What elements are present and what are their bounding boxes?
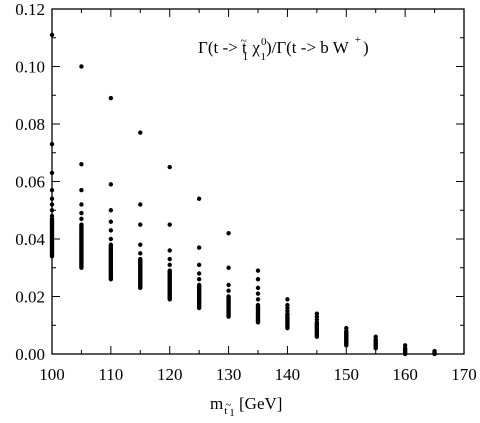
data-point bbox=[285, 297, 290, 302]
plot-frame bbox=[51, 8, 465, 355]
y-tick-labels: 0.00 0.02 0.04 0.06 0.08 0.10 0.12 bbox=[15, 0, 45, 364]
data-point bbox=[432, 348, 437, 354]
data-point bbox=[138, 242, 143, 247]
data-point bbox=[167, 262, 172, 268]
data-point bbox=[196, 245, 202, 250]
data-point bbox=[255, 277, 261, 282]
data-point bbox=[402, 343, 408, 348]
data-point bbox=[373, 334, 378, 339]
y-tick-label: 0.02 bbox=[15, 288, 45, 307]
data-point bbox=[255, 297, 261, 302]
data-point bbox=[108, 228, 114, 233]
data-point bbox=[167, 256, 172, 262]
data-point bbox=[49, 170, 55, 176]
data-point bbox=[226, 294, 231, 299]
x-tick-label: 110 bbox=[98, 365, 123, 384]
data-point bbox=[167, 248, 172, 253]
data-point bbox=[196, 271, 202, 276]
x-tick-label: 100 bbox=[39, 365, 65, 384]
x-tick-labels: 100 110 120 130 140 150 160 170 bbox=[39, 365, 477, 384]
x-tick-label: 120 bbox=[157, 365, 183, 384]
data-point bbox=[79, 187, 84, 193]
ratio-annotation: Γ(t -> t~ 1 χ0 1)/Γ(t -> b W +) bbox=[198, 34, 369, 63]
data-point bbox=[226, 288, 231, 293]
data-point bbox=[196, 282, 202, 288]
data-points bbox=[49, 32, 437, 357]
data-point bbox=[226, 231, 231, 236]
y-tick-label: 0.00 bbox=[15, 345, 45, 364]
data-point bbox=[49, 32, 55, 38]
data-point bbox=[196, 277, 202, 282]
data-point bbox=[138, 222, 143, 227]
x-axis-label: m ~t 1 [GeV] bbox=[210, 394, 282, 419]
data-point bbox=[138, 256, 143, 262]
y-tick-label: 0.10 bbox=[15, 58, 45, 77]
data-point bbox=[79, 202, 84, 207]
x-tick-label: 160 bbox=[392, 365, 418, 384]
data-point bbox=[314, 311, 320, 316]
y-tick-label: 0.08 bbox=[15, 115, 45, 134]
data-point bbox=[79, 216, 84, 222]
data-point bbox=[255, 291, 261, 296]
y-tick-label: 0.06 bbox=[15, 173, 45, 192]
data-point bbox=[138, 202, 143, 207]
data-point bbox=[226, 265, 231, 270]
data-point bbox=[108, 236, 114, 242]
data-point bbox=[49, 196, 55, 201]
data-point bbox=[108, 95, 114, 101]
data-point bbox=[49, 208, 55, 213]
axis-ticks bbox=[51, 8, 465, 355]
data-point bbox=[138, 130, 143, 135]
data-point bbox=[138, 251, 143, 256]
x-tick-label: 170 bbox=[451, 365, 477, 384]
x-tick-label: 130 bbox=[216, 365, 242, 384]
data-point bbox=[167, 164, 172, 170]
data-point bbox=[344, 325, 349, 331]
data-point bbox=[255, 302, 261, 308]
data-point bbox=[79, 222, 84, 227]
data-point bbox=[79, 64, 84, 69]
data-point bbox=[79, 162, 84, 167]
data-point bbox=[255, 268, 261, 273]
x-tick-label: 140 bbox=[275, 365, 301, 384]
data-point bbox=[108, 219, 114, 224]
data-point bbox=[255, 285, 261, 291]
data-point bbox=[49, 141, 55, 147]
data-point bbox=[79, 210, 84, 216]
data-point bbox=[196, 196, 202, 201]
data-point bbox=[196, 262, 202, 268]
data-point bbox=[226, 282, 231, 288]
y-tick-label: 0.04 bbox=[15, 230, 45, 249]
data-point bbox=[108, 242, 114, 247]
x-tick-label: 150 bbox=[334, 365, 360, 384]
data-point bbox=[167, 222, 172, 227]
data-point bbox=[49, 187, 55, 193]
data-point bbox=[108, 208, 114, 213]
data-point bbox=[285, 302, 290, 308]
data-point bbox=[108, 182, 114, 187]
data-point bbox=[167, 268, 172, 273]
y-tick-label: 0.12 bbox=[15, 0, 45, 19]
data-point bbox=[49, 213, 55, 219]
data-point bbox=[49, 202, 55, 207]
